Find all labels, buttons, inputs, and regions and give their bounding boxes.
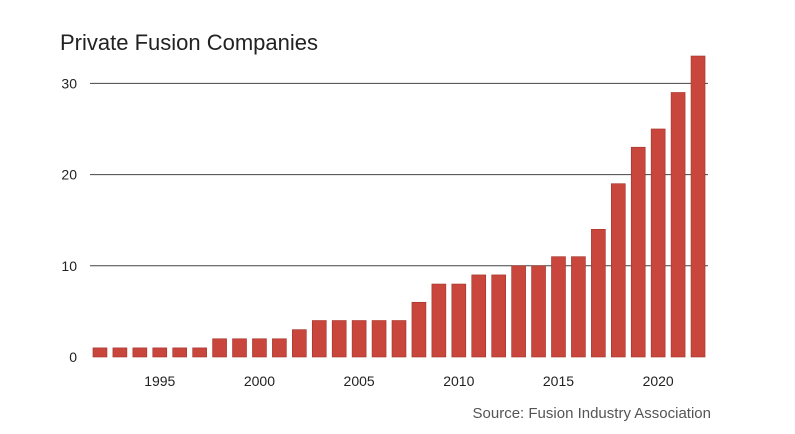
y-tick-label: 10 (61, 258, 77, 274)
bar-1995 (152, 347, 168, 358)
bar-2016 (571, 256, 586, 358)
x-tick-label: 2005 (344, 373, 375, 389)
bar-2018 (610, 183, 626, 358)
bar-1998 (212, 338, 227, 358)
bar-1993 (112, 347, 128, 358)
y-tick-label: 20 (61, 167, 77, 183)
x-axis-ticks: 1995 2000 2005 2010 2015 2020 (144, 373, 674, 389)
bar-1994 (132, 347, 148, 358)
bar-2007 (391, 320, 407, 358)
bar-2014 (531, 265, 546, 358)
bar-2000 (252, 338, 267, 358)
bar-1996 (172, 347, 188, 358)
x-tick-label: 2010 (443, 373, 474, 389)
bar-2012 (491, 274, 506, 358)
chart-title: Private Fusion Companies (60, 30, 319, 55)
bar-1997 (192, 347, 207, 358)
bar-1992 (92, 347, 108, 358)
x-tick-label: 2015 (543, 373, 574, 389)
bar-2015 (551, 256, 566, 358)
bar-2020 (650, 128, 666, 358)
bar-2010 (451, 283, 467, 358)
bar-2008 (411, 301, 427, 358)
bar-2019 (630, 146, 646, 358)
bar-2013 (511, 265, 526, 358)
bar-2011 (471, 274, 487, 358)
bar-2017 (591, 229, 606, 358)
x-tick-label: 1995 (144, 373, 175, 389)
bar-2021 (670, 92, 686, 358)
bar-2006 (371, 320, 387, 358)
y-axis-ticks: 0 10 20 30 (61, 75, 77, 365)
bar-2002 (292, 329, 307, 358)
bar-2001 (272, 338, 287, 358)
x-tick-label: 2020 (643, 373, 674, 389)
bar-2004 (331, 320, 347, 358)
bar-2022 (690, 55, 706, 358)
bars (92, 55, 706, 358)
y-tick-label: 0 (69, 349, 77, 365)
y-tick-label: 30 (61, 75, 77, 91)
bar-2003 (311, 320, 327, 358)
bar-2009 (431, 283, 447, 358)
source-note: Source: Fusion Industry Association (472, 405, 711, 422)
x-tick-label: 2000 (244, 373, 275, 389)
bar-1999 (232, 338, 247, 358)
bar-2005 (351, 320, 367, 358)
